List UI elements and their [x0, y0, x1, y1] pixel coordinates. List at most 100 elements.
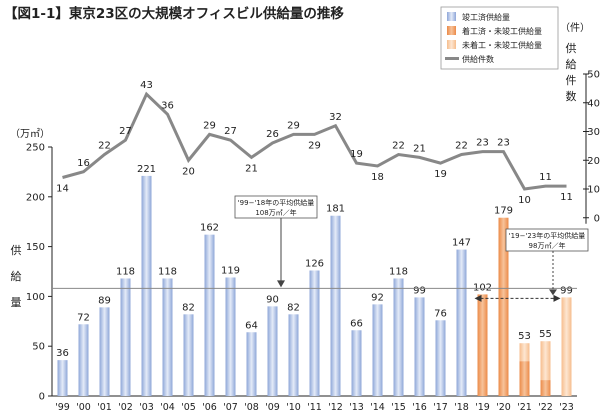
- bar-07-0: [225, 277, 236, 396]
- left-axis-label-char: 量: [11, 296, 22, 309]
- bar-03-0: [141, 175, 152, 396]
- bar-99-0: [57, 360, 68, 396]
- x-tick-label: '99: [55, 402, 70, 413]
- count-line: 14 16 22 27 43 36 20 29 27 21 26 29 29 32 19 18 22 21 19 22…: [56, 80, 573, 206]
- x-tick-label: '08: [244, 402, 259, 413]
- count-value-label: 11: [539, 172, 552, 183]
- avg-label-1-line2: 108万㎡／年: [255, 208, 296, 217]
- x-tick-label: '03: [139, 402, 154, 413]
- bar-value-label: 90: [266, 294, 279, 305]
- x-tick-label: '22: [538, 402, 553, 413]
- bar-16-0: [414, 297, 425, 396]
- left-axis-label-char: 供: [11, 243, 22, 257]
- count-value-label: 29: [308, 140, 321, 151]
- bar-value-label: 72: [77, 312, 90, 323]
- bar-value-label: 64: [245, 320, 258, 331]
- count-value-label: 23: [476, 138, 489, 149]
- x-tick-label: '10: [286, 402, 301, 413]
- bar-06-0: [204, 234, 215, 396]
- count-value-label: 43: [140, 80, 153, 91]
- bar-19-1: [477, 294, 488, 396]
- bar-22-1: [540, 380, 551, 396]
- count-value-label: 29: [287, 120, 300, 131]
- bar-22-2: [540, 341, 551, 381]
- count-value-label: 36: [161, 100, 174, 111]
- avg-label-1-line1: '99−'18年の平均供給量: [238, 198, 315, 207]
- legend-swatch: [447, 12, 456, 21]
- count-value-label: 27: [119, 126, 132, 137]
- legend-swatch: [447, 40, 456, 49]
- bar-value-label: 221: [137, 164, 156, 175]
- bar-21-1: [519, 361, 530, 396]
- x-tick-label: '00: [76, 402, 91, 413]
- count-value-label: 18: [371, 172, 384, 183]
- bar-value-label: 99: [560, 285, 573, 296]
- legend-label: 着工済・未竣工供給量: [462, 26, 542, 36]
- right-axis-label-char: 件: [566, 74, 577, 87]
- bar-01-0: [99, 307, 110, 396]
- x-tick-label: '06: [202, 402, 217, 413]
- count-value-label: 19: [350, 149, 363, 160]
- bar-05-0: [183, 314, 194, 396]
- count-value-label: 14: [56, 184, 69, 195]
- count-value-label: 23: [497, 138, 510, 149]
- left-tick-label: 150: [26, 242, 45, 253]
- x-tick-label: '16: [412, 402, 427, 413]
- bar-21-2: [519, 343, 530, 362]
- x-tick-label: '11: [307, 402, 322, 413]
- left-tick-label: 100: [26, 292, 45, 303]
- bar-18-0: [456, 249, 467, 396]
- right-tick-label: 50: [587, 70, 600, 81]
- bar-value-label: 119: [221, 265, 240, 276]
- right-axis-label-char: 給: [566, 57, 577, 71]
- bars: [57, 175, 572, 396]
- count-series-line: [62, 91, 567, 191]
- count-value-label: 29: [203, 120, 216, 131]
- bar-value-label: 66: [350, 318, 363, 329]
- bar-11-0: [309, 270, 320, 396]
- right-tick-label: 20: [587, 156, 600, 167]
- x-tick-label: '20: [496, 402, 511, 413]
- count-value-label: 26: [266, 129, 279, 140]
- count-value-label: 16: [77, 158, 90, 169]
- x-tick-label: '13: [349, 402, 364, 413]
- x-tick-label: '09: [265, 402, 280, 413]
- bar-value-label: 92: [371, 292, 384, 303]
- left-tick-label: 0: [39, 392, 45, 403]
- bar-10-0: [288, 314, 299, 396]
- left-tick-label: 200: [26, 192, 45, 203]
- bar-value-label: 162: [200, 223, 219, 234]
- right-axis-label-char: 供: [566, 41, 577, 55]
- count-value-label: 19: [434, 169, 447, 180]
- bar-value-label: 179: [494, 206, 513, 217]
- right-axis-label-char: 数: [566, 90, 577, 103]
- legend-label: 未着工・未竣工供給量: [462, 40, 542, 50]
- count-value-label: 27: [224, 126, 237, 137]
- count-value-label: 22: [98, 141, 111, 152]
- right-tick-label: 40: [587, 98, 600, 109]
- count-value-label: 32: [329, 112, 342, 123]
- x-tick-label: '04: [160, 402, 175, 413]
- avg-label-2-line2: 98万㎡／年: [529, 241, 566, 250]
- bar-value-label: 147: [452, 238, 471, 249]
- count-value-label: 11: [560, 192, 573, 203]
- right-tick-label: 10: [587, 185, 600, 196]
- x-tick-label: '23: [559, 402, 574, 413]
- chart-title: 【図1-1】東京23区の大規模オフィスビル供給量の推移: [4, 5, 344, 22]
- count-value-label: 22: [392, 141, 405, 152]
- bar-value-label: 102: [473, 282, 492, 293]
- bar-value-label: 36: [56, 348, 69, 359]
- bar-00-0: [78, 324, 89, 396]
- bar-09-0: [267, 306, 278, 396]
- bar-12-0: [330, 215, 341, 396]
- x-tick-label: '15: [391, 402, 406, 413]
- legend-swatch: [447, 26, 456, 35]
- bar-value-label: 82: [287, 302, 300, 313]
- bar-20-1: [498, 217, 509, 396]
- bar-value-label: 118: [116, 266, 135, 277]
- avg-label-2-line1: '19−'23年の平均供給量: [509, 231, 586, 240]
- count-value-label: 21: [245, 163, 258, 174]
- right-axis: 0 10 20 30 40 50 （件） 供給件数: [560, 22, 600, 224]
